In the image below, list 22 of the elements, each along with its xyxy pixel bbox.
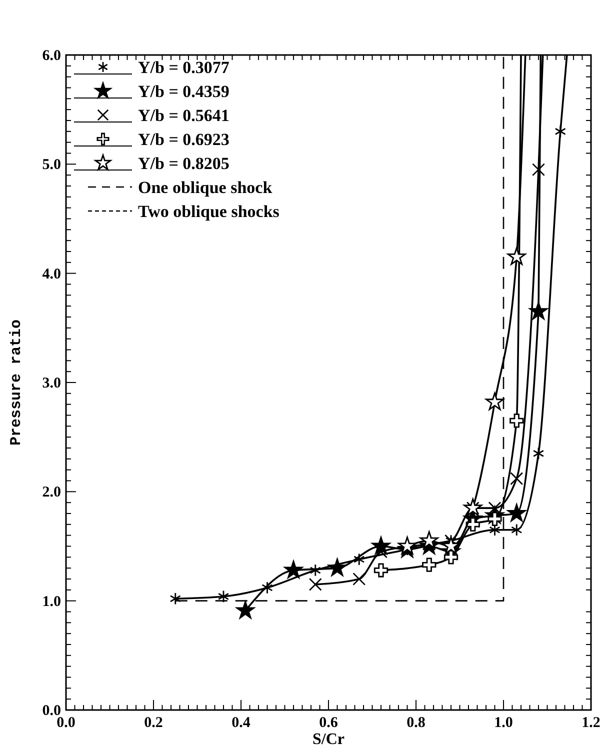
y-tick-label: 5.0 [42, 157, 61, 174]
x-tick-label: 1.2 [582, 715, 600, 731]
x-tick-label: 0.8 [406, 715, 426, 731]
legend-label: Y/b = 0.4359 [138, 82, 230, 101]
x-tick-label: 0.0 [56, 715, 76, 731]
y-tick-label: 3.0 [42, 376, 61, 392]
legend-label: Y/b = 0.8205 [138, 154, 230, 173]
legend-label: Y/b = 0.6923 [138, 130, 230, 149]
legend-label: Two oblique shocks [138, 202, 280, 221]
y-axis-title: Pressure ratio [8, 319, 25, 446]
x-tick-label: 1.0 [494, 715, 513, 731]
x-tick-label: 0.6 [319, 715, 338, 731]
y-tick-label: 2.0 [42, 484, 61, 501]
x-tick-label: 0.2 [144, 715, 163, 731]
x-axis-title: S/Cr [312, 731, 344, 748]
y-tick-label: 4.0 [42, 266, 61, 282]
x-tick-label: 0.4 [232, 715, 251, 731]
legend-label: Y/b = 0.3077 [138, 58, 230, 77]
legend-label: One oblique shock [138, 178, 273, 197]
y-tick-label: 1.0 [42, 594, 61, 610]
legend-label: Y/b = 0.5641 [138, 106, 230, 125]
y-tick-label: 6.0 [42, 48, 61, 64]
